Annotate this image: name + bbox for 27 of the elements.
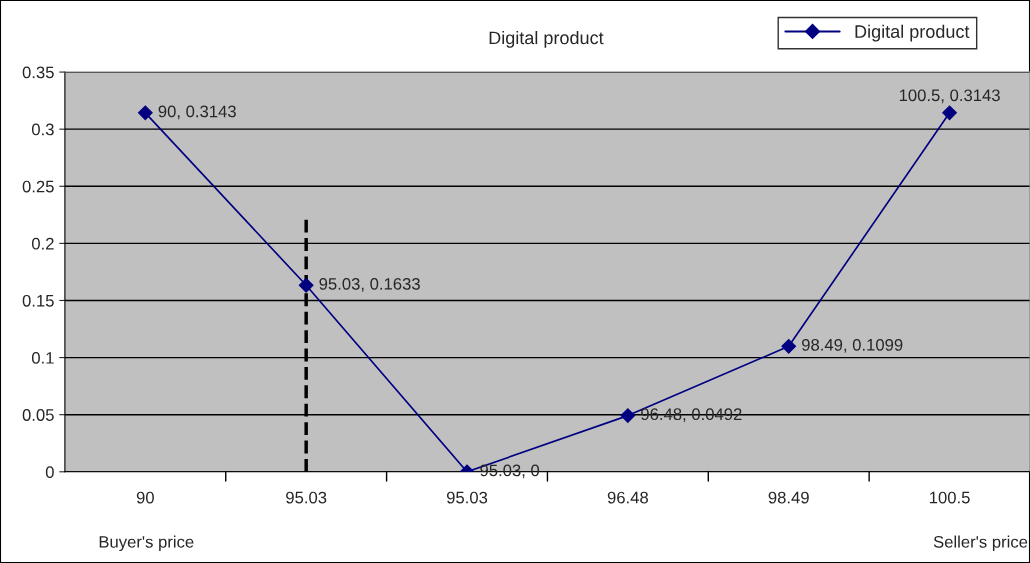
text: Buyer's price bbox=[99, 535, 194, 552]
y-tick-label: 0.1 bbox=[31, 351, 54, 364]
x-tick-label: 98.49 bbox=[768, 491, 809, 504]
point bbox=[298, 277, 314, 293]
x-tick-label: 100.5 bbox=[929, 491, 970, 504]
y-tick-label: 0 bbox=[45, 466, 54, 478]
x-tick-label: 90 bbox=[136, 491, 154, 504]
x-tick-label: 96.48 bbox=[607, 491, 648, 504]
x-tick-label: 95.03 bbox=[446, 491, 488, 504]
y-tick-label: 0.25 bbox=[22, 180, 54, 193]
x-tick-label: 95.03 bbox=[286, 491, 327, 504]
point bbox=[942, 105, 957, 121]
data-label: 95.03, 0.1633 bbox=[319, 277, 420, 292]
text: Seller's price bbox=[933, 535, 1028, 552]
data-label: 90, 0.3143 bbox=[158, 105, 236, 120]
y-tick-label: 0.35 bbox=[22, 66, 54, 79]
chart-title: Digital product bbox=[489, 30, 604, 48]
y-tick-label: 0.2 bbox=[31, 237, 54, 250]
data-label: 98.49, 0.1099 bbox=[802, 338, 903, 353]
y-tick-label: 0.05 bbox=[22, 409, 54, 421]
data-label: 100.5, 0.3143 bbox=[899, 89, 1000, 104]
legend-label: Digital product bbox=[855, 24, 970, 42]
point bbox=[137, 105, 153, 121]
y-tick-label: 0.15 bbox=[22, 294, 54, 307]
y-tick-label: 0.3 bbox=[31, 123, 54, 136]
point bbox=[781, 338, 797, 354]
point bbox=[620, 408, 636, 423]
